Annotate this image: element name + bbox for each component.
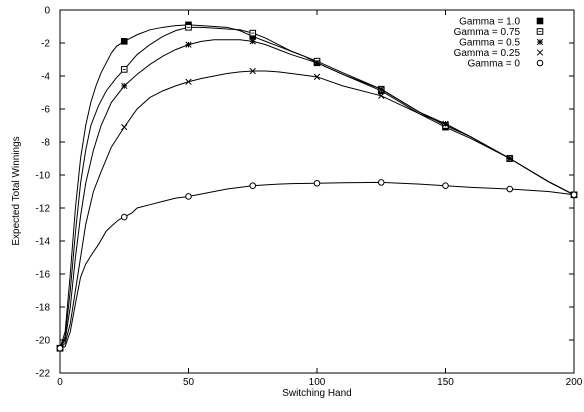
data-point-4-0 [56, 344, 64, 352]
legend-marker-2 [536, 38, 544, 46]
y-tick-label: -18 [36, 303, 51, 314]
data-point-3-1 [121, 123, 128, 131]
y-tick-label: -20 [36, 336, 51, 347]
data-point-4-8 [570, 191, 578, 199]
y-tick-label: -16 [36, 270, 51, 281]
x-tick-label: 200 [566, 377, 583, 388]
series-line-0 [59, 24, 575, 349]
data-point-4-1 [120, 213, 128, 221]
data-point-4-5 [377, 179, 385, 186]
series-2 [56, 38, 578, 352]
data-point-3-2-stroke-b [185, 78, 192, 85]
data-point-4-6 [442, 182, 449, 190]
legend-label-3: Gamma = 0.25 [454, 48, 521, 59]
data-point-3-3 [249, 67, 256, 75]
data-point-4-4 [313, 179, 321, 187]
series-4 [56, 179, 578, 352]
legend-label-4: Gamma = 0 [467, 59, 520, 70]
y-tick-label: -14 [36, 237, 51, 248]
data-point-1-3 [249, 29, 257, 37]
series-line-1 [59, 26, 575, 349]
data-point-1-1 [120, 66, 128, 73]
x-tick-label: 150 [437, 377, 454, 388]
y-tick-label: -2 [41, 39, 50, 50]
data-point-3-6-stroke-b [442, 120, 449, 128]
series-lines [56, 21, 578, 352]
data-point-0-1 [120, 38, 128, 45]
legend-label-1: Gamma = 0.75 [454, 27, 521, 38]
data-point-3-5-stroke-b [378, 92, 385, 99]
y-tick-label: -12 [36, 204, 51, 215]
data-point-3-6 [442, 120, 449, 128]
data-point-1-2 [185, 24, 192, 31]
data-point-3-4-stroke-b [313, 73, 321, 80]
legend-marker-3-stroke-b [536, 49, 544, 56]
series-0 [56, 21, 578, 352]
y-axis-title: Expected Total Winnings [11, 136, 22, 245]
series-1 [56, 24, 578, 352]
series-line-2 [59, 39, 575, 349]
y-tick-label: -8 [41, 138, 50, 149]
x-axis-title: Switching Hand [282, 388, 351, 399]
y-tick-label: -6 [41, 105, 50, 116]
data-point-4-3 [249, 182, 257, 190]
data-point-3-1-stroke-b [121, 123, 128, 131]
legend-label-2: Gamma = 0.5 [459, 38, 520, 49]
data-point-2-1 [121, 82, 128, 90]
data-point-2-4 [313, 59, 321, 66]
legend-marker-1 [536, 28, 544, 35]
x-tick-label: 0 [57, 377, 63, 388]
series-line-3 [59, 70, 575, 349]
data-point-2-2 [185, 41, 192, 48]
x-tick-label: 50 [183, 377, 195, 388]
data-point-3-5 [378, 92, 385, 99]
data-point-3-7 [506, 155, 513, 162]
legend-marker-3 [536, 49, 544, 56]
data-point-3-3-stroke-b [249, 67, 256, 75]
y-tick-label: -10 [36, 171, 51, 182]
legend-marker-0 [536, 17, 544, 25]
data-point-2-5 [378, 86, 385, 93]
data-point-4-7 [506, 185, 514, 193]
y-tick-label: -22 [36, 369, 51, 380]
data-point-3-2 [185, 78, 192, 85]
data-point-3-4 [313, 73, 321, 80]
axis-ticks: 0 50 100 150 200 0 -2 -4 -6 -8 -10 -12 -14 -16 -18 -20 -… [36, 6, 583, 389]
data-point-3-7-stroke-b [506, 155, 513, 162]
x-tick-label: 100 [309, 377, 326, 388]
y-tick-label: 0 [44, 6, 50, 17]
legend-label-0: Gamma = 1.0 [459, 17, 520, 28]
series-line-4 [59, 181, 575, 349]
legend-marker-4 [536, 59, 544, 67]
y-tick-label: -4 [41, 72, 50, 83]
data-point-4-2 [185, 193, 192, 200]
data-point-2-3 [249, 38, 256, 45]
